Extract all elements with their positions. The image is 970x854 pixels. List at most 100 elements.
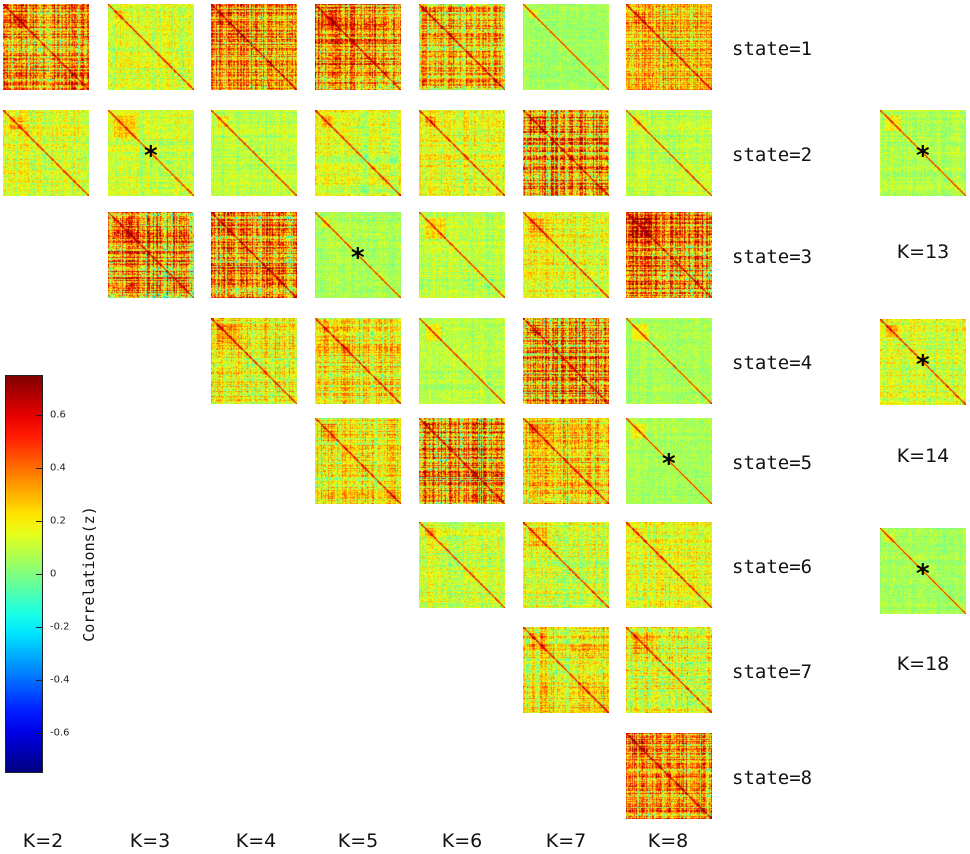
matrix-canvas xyxy=(523,4,609,90)
k-label: K=3 xyxy=(129,830,171,852)
matrix-canvas xyxy=(315,110,401,196)
matrix-k4-state3 xyxy=(211,212,297,298)
matrix-canvas xyxy=(626,318,712,404)
matrix-k6-state6 xyxy=(419,522,505,608)
matrix-canvas xyxy=(211,4,297,90)
colorbar-tick-mark xyxy=(36,520,42,522)
matrix-canvas xyxy=(3,110,89,196)
matrix-k2-state1 xyxy=(3,4,89,90)
matrix-canvas xyxy=(523,318,609,404)
matrix-k6-state3 xyxy=(419,212,505,298)
matrix-k2-state2 xyxy=(3,110,89,196)
matrix-canvas xyxy=(315,418,401,504)
k-extra-label: K=13 xyxy=(896,241,950,263)
k-label: K=5 xyxy=(337,830,379,852)
matrix-canvas xyxy=(626,110,712,196)
matrix-k6-state2 xyxy=(419,110,505,196)
k-label: K=7 xyxy=(545,830,587,852)
colorbar-tick-label: -0.6 xyxy=(50,727,70,739)
matrix-canvas xyxy=(211,318,297,404)
matrix-canvas xyxy=(880,528,966,614)
matrix-canvas xyxy=(523,418,609,504)
state-label: state=1 xyxy=(732,38,813,60)
k-label: K=2 xyxy=(22,830,64,852)
matrix-canvas xyxy=(419,4,505,90)
matrix-k5-state4 xyxy=(315,318,401,404)
matrix-canvas xyxy=(315,318,401,404)
state-label: state=6 xyxy=(732,556,813,578)
matrix-k4-state1 xyxy=(211,4,297,90)
matrix-k3-state2: * xyxy=(108,110,194,196)
matrix-canvas xyxy=(523,110,609,196)
colorbar-tick-label: 0.4 xyxy=(50,462,66,474)
state-label: state=3 xyxy=(732,246,813,268)
colorbar-tick-label: 0.6 xyxy=(50,409,66,421)
matrix-k18: * xyxy=(880,528,966,614)
matrix-canvas xyxy=(626,733,712,819)
k-extra-label: K=18 xyxy=(896,653,950,675)
matrix-canvas xyxy=(315,212,401,298)
matrix-canvas xyxy=(523,522,609,608)
state-label: state=5 xyxy=(732,452,813,474)
matrix-canvas xyxy=(108,4,194,90)
k-label: K=6 xyxy=(441,830,483,852)
matrix-canvas xyxy=(523,212,609,298)
colorbar-tick-mark xyxy=(36,627,42,629)
matrix-k3-state1 xyxy=(108,4,194,90)
state-label: state=4 xyxy=(732,352,813,374)
k-label: K=4 xyxy=(235,830,277,852)
matrix-canvas xyxy=(419,212,505,298)
matrix-canvas xyxy=(626,4,712,90)
matrix-canvas xyxy=(419,318,505,404)
matrix-k7-state2 xyxy=(523,110,609,196)
state-label: state=2 xyxy=(732,144,813,166)
matrix-k5-state2 xyxy=(315,110,401,196)
matrix-k6-state4 xyxy=(419,318,505,404)
matrix-canvas xyxy=(3,4,89,90)
matrix-canvas xyxy=(626,212,712,298)
k-label: K=8 xyxy=(647,830,689,852)
matrix-k6-state1 xyxy=(419,4,505,90)
colorbar-tick-mark xyxy=(36,680,42,682)
matrix-k8-state2 xyxy=(626,110,712,196)
matrix-canvas xyxy=(108,110,194,196)
matrix-k8-state8 xyxy=(626,733,712,819)
matrix-k7-state7 xyxy=(523,627,609,713)
matrix-canvas xyxy=(315,4,401,90)
matrix-canvas xyxy=(419,418,505,504)
matrix-k7-state5 xyxy=(523,418,609,504)
colorbar-tick-label: -0.4 xyxy=(50,674,70,686)
matrix-k8-state3 xyxy=(626,212,712,298)
matrix-canvas xyxy=(211,110,297,196)
matrix-k8-state6 xyxy=(626,522,712,608)
colorbar-tick-label: 0 xyxy=(50,568,57,580)
matrix-k5-state3: * xyxy=(315,212,401,298)
k-extra-label: K=14 xyxy=(896,445,950,467)
matrix-canvas xyxy=(626,627,712,713)
state-label: state=8 xyxy=(732,767,813,789)
matrix-k4-state4 xyxy=(211,318,297,404)
matrix-canvas xyxy=(626,418,712,504)
matrix-k6-state5 xyxy=(419,418,505,504)
matrix-k13: * xyxy=(880,110,966,196)
matrix-k5-state1 xyxy=(315,4,401,90)
matrix-canvas xyxy=(419,110,505,196)
matrix-k7-state6 xyxy=(523,522,609,608)
matrix-k7-state3 xyxy=(523,212,609,298)
matrix-canvas xyxy=(626,522,712,608)
matrix-canvas xyxy=(523,627,609,713)
matrix-k8-state5: * xyxy=(626,418,712,504)
matrix-canvas xyxy=(880,110,966,196)
matrix-k7-state4 xyxy=(523,318,609,404)
colorbar-tick-mark xyxy=(36,414,42,416)
matrix-k8-state1 xyxy=(626,4,712,90)
matrix-k5-state5 xyxy=(315,418,401,504)
colorbar-label: Correlations(z) xyxy=(80,506,98,642)
colorbar-tick-label: 0.2 xyxy=(50,515,66,527)
colorbar-tick-mark xyxy=(36,574,42,575)
state-label: state=7 xyxy=(732,661,813,683)
matrix-canvas xyxy=(880,319,966,405)
colorbar-tick-mark xyxy=(36,467,42,469)
matrix-k4-state2 xyxy=(211,110,297,196)
